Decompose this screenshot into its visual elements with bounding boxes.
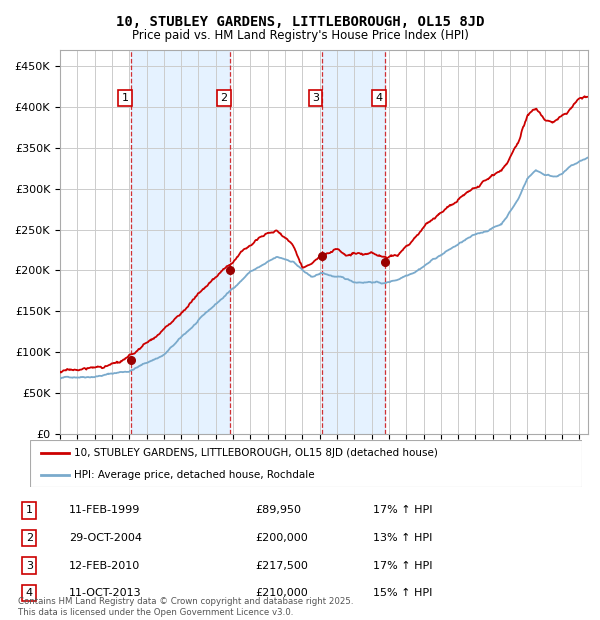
Text: 4: 4 [26, 588, 33, 598]
Bar [322, 50, 385, 434]
Bar [131, 50, 230, 434]
Text: 11-FEB-1999: 11-FEB-1999 [69, 505, 140, 515]
Text: 17% ↑ HPI: 17% ↑ HPI [373, 560, 433, 570]
Text: £210,000: £210,000 [255, 588, 308, 598]
Text: £217,500: £217,500 [255, 560, 308, 570]
Text: 11-OCT-2013: 11-OCT-2013 [69, 588, 142, 598]
Text: 1: 1 [26, 505, 33, 515]
Text: 13% ↑ HPI: 13% ↑ HPI [373, 533, 433, 543]
Text: 2: 2 [221, 92, 227, 103]
Text: Price paid vs. HM Land Registry's House Price Index (HPI): Price paid vs. HM Land Registry's House … [131, 29, 469, 42]
Text: £89,950: £89,950 [255, 505, 301, 515]
Text: 29-OCT-2004: 29-OCT-2004 [69, 533, 142, 543]
Text: 3: 3 [312, 92, 319, 103]
Text: Contains HM Land Registry data © Crown copyright and database right 2025.
This d: Contains HM Land Registry data © Crown c… [18, 598, 353, 617]
Text: 15% ↑ HPI: 15% ↑ HPI [373, 588, 433, 598]
Text: HPI: Average price, detached house, Rochdale: HPI: Average price, detached house, Roch… [74, 470, 315, 480]
Text: 12-FEB-2010: 12-FEB-2010 [69, 560, 140, 570]
Text: 2: 2 [26, 533, 33, 543]
Text: 4: 4 [376, 92, 383, 103]
Text: 3: 3 [26, 560, 33, 570]
Text: 10, STUBLEY GARDENS, LITTLEBOROUGH, OL15 8JD (detached house): 10, STUBLEY GARDENS, LITTLEBOROUGH, OL15… [74, 448, 438, 458]
Text: £200,000: £200,000 [255, 533, 308, 543]
Text: 17% ↑ HPI: 17% ↑ HPI [373, 505, 433, 515]
Text: 1: 1 [122, 92, 128, 103]
Text: 10, STUBLEY GARDENS, LITTLEBOROUGH, OL15 8JD: 10, STUBLEY GARDENS, LITTLEBOROUGH, OL15… [116, 16, 484, 30]
